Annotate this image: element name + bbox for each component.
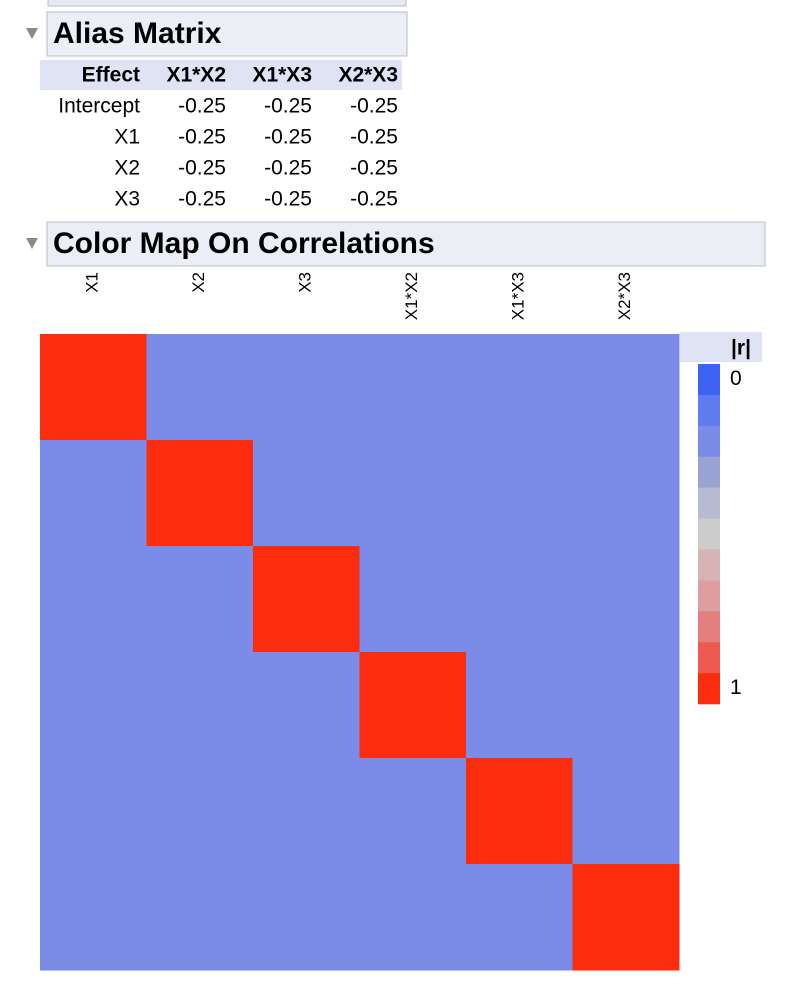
- table-cell: -0.25: [178, 157, 226, 180]
- heatmap-cell: [359, 652, 467, 759]
- table-cell: -0.25: [178, 95, 226, 118]
- table-cell: -0.25: [350, 95, 398, 118]
- column-label: X1: [83, 272, 102, 293]
- table-cell: -0.25: [264, 126, 312, 149]
- table-cell: -0.25: [350, 188, 398, 211]
- table-cell: X1: [114, 126, 140, 149]
- heatmap-cell: [253, 546, 360, 653]
- heatmap-cell: [40, 440, 147, 547]
- heatmap-cell: [572, 440, 680, 547]
- heatmap-cell: [359, 440, 467, 547]
- section-title: Color Map On Correlations: [53, 227, 435, 260]
- heatmap-cell: [466, 334, 573, 441]
- legend-swatch: [698, 580, 720, 612]
- heatmap-cell: [146, 758, 254, 865]
- column-header: Effect: [82, 64, 140, 87]
- table-cell: -0.25: [350, 157, 398, 180]
- legend-swatch: [698, 394, 720, 427]
- legend-swatch: [698, 425, 720, 458]
- disclosure-icon[interactable]: [26, 238, 38, 249]
- outline-box: [47, 0, 407, 7]
- column-label: X2: [189, 272, 208, 293]
- heatmap-cell: [359, 758, 467, 865]
- heatmap-cell: [572, 334, 680, 441]
- heatmap-cell: [146, 652, 254, 759]
- table-cell: -0.25: [264, 157, 312, 180]
- legend-swatch: [698, 549, 720, 581]
- outline-header[interactable]: [46, 221, 766, 267]
- legend-swatch: [698, 487, 720, 519]
- table-cell: -0.25: [350, 126, 398, 149]
- legend-title: |r|: [731, 337, 751, 360]
- heatmap-cell: [572, 652, 680, 759]
- heatmap-cell: [40, 758, 147, 865]
- column-label: X1*X3: [509, 272, 528, 320]
- heatmap-cell: [466, 758, 573, 865]
- column-header: X1*X3: [252, 64, 312, 87]
- disclosure-icon[interactable]: [26, 28, 38, 39]
- heatmap-cell: [146, 546, 254, 653]
- table-cell: Intercept: [58, 95, 140, 118]
- column-label: X1*X2: [402, 272, 421, 320]
- column-header: X2*X3: [338, 64, 398, 87]
- heatmap-cell: [572, 758, 680, 865]
- heatmap-cell: [572, 546, 680, 653]
- heatmap-cell: [146, 440, 254, 547]
- column-header: X1*X2: [166, 64, 226, 87]
- heatmap-cell: [466, 652, 573, 759]
- heatmap-cell: [253, 440, 360, 547]
- legend-swatch: [698, 518, 720, 550]
- table-cell: -0.25: [178, 188, 226, 211]
- heatmap-cell: [40, 546, 147, 653]
- outline-header[interactable]: [46, 11, 408, 57]
- heatmap-cell: [253, 334, 360, 441]
- heatmap-cell: [466, 546, 573, 653]
- table-cell: X3: [114, 188, 140, 211]
- heatmap-cell: [146, 864, 254, 971]
- heatmap-cell: [40, 652, 147, 759]
- legend-swatch: [698, 611, 720, 643]
- table-cell: X2: [114, 157, 140, 180]
- legend-swatch: [698, 364, 720, 396]
- heatmap-cell: [466, 440, 573, 547]
- heatmap-cell: [253, 864, 360, 971]
- heatmap-cell: [359, 546, 467, 653]
- section-title: Alias Matrix: [53, 17, 222, 50]
- heatmap-cell: [359, 334, 467, 441]
- heatmap-cell: [40, 334, 147, 441]
- heatmap-cell: [572, 864, 680, 971]
- table-cell: -0.25: [178, 126, 226, 149]
- legend-header-bg: [680, 332, 762, 362]
- legend-swatch: [698, 642, 720, 674]
- table-cell: -0.25: [264, 95, 312, 118]
- legend-swatch: [698, 673, 720, 705]
- heatmap-cell: [146, 334, 254, 441]
- legend-tick-label: 1: [730, 676, 742, 699]
- column-label: X3: [296, 272, 315, 293]
- legend-tick-label: 0: [730, 367, 742, 390]
- legend-swatch: [698, 456, 720, 488]
- heatmap-cell: [253, 758, 360, 865]
- heatmap-cell: [253, 652, 360, 759]
- table-header-bg: [40, 60, 402, 90]
- heatmap-cell: [466, 864, 573, 971]
- table-cell: -0.25: [264, 188, 312, 211]
- column-label: X2*X3: [615, 272, 634, 320]
- heatmap-cell: [359, 864, 467, 971]
- heatmap-cell: [40, 864, 147, 971]
